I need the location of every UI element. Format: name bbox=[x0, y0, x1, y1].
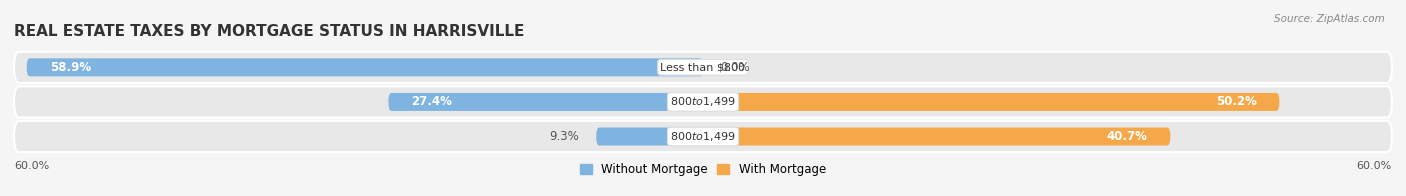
Text: $800 to $1,499: $800 to $1,499 bbox=[671, 130, 735, 143]
Text: 9.3%: 9.3% bbox=[550, 130, 579, 143]
Text: 0.0%: 0.0% bbox=[720, 61, 749, 74]
Text: 40.7%: 40.7% bbox=[1107, 130, 1147, 143]
Text: 58.9%: 58.9% bbox=[49, 61, 91, 74]
Text: 27.4%: 27.4% bbox=[412, 95, 453, 108]
Legend: Without Mortgage, With Mortgage: Without Mortgage, With Mortgage bbox=[581, 163, 825, 176]
FancyBboxPatch shape bbox=[14, 121, 1392, 152]
FancyBboxPatch shape bbox=[14, 86, 1392, 117]
Text: 60.0%: 60.0% bbox=[1357, 161, 1392, 171]
FancyBboxPatch shape bbox=[596, 128, 703, 145]
Text: Source: ZipAtlas.com: Source: ZipAtlas.com bbox=[1274, 14, 1385, 24]
Text: REAL ESTATE TAXES BY MORTGAGE STATUS IN HARRISVILLE: REAL ESTATE TAXES BY MORTGAGE STATUS IN … bbox=[14, 24, 524, 39]
FancyBboxPatch shape bbox=[703, 93, 1279, 111]
FancyBboxPatch shape bbox=[703, 128, 1170, 145]
Text: 60.0%: 60.0% bbox=[14, 161, 49, 171]
Text: $800 to $1,499: $800 to $1,499 bbox=[671, 95, 735, 108]
FancyBboxPatch shape bbox=[27, 58, 703, 76]
FancyBboxPatch shape bbox=[388, 93, 703, 111]
FancyBboxPatch shape bbox=[14, 52, 1392, 83]
Text: 50.2%: 50.2% bbox=[1216, 95, 1257, 108]
Text: Less than $800: Less than $800 bbox=[661, 62, 745, 72]
